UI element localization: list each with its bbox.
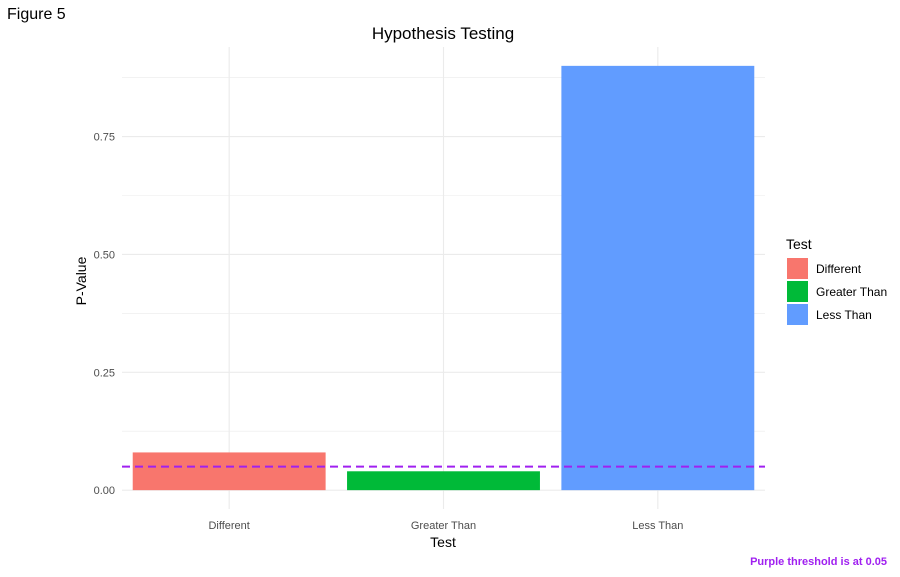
bars (132, 65, 755, 491)
legend-label: Different (816, 262, 862, 276)
x-tick-labels: Different Greater Than Less Than (208, 520, 683, 532)
y-tick-label: 0.00 (94, 485, 115, 497)
legend-key (787, 281, 808, 302)
bar-less-than (561, 65, 755, 491)
legend-label: Less Than (816, 308, 872, 322)
figure-label: Figure 5 (7, 6, 66, 23)
legend-title: Test (786, 236, 812, 252)
threshold-caption: Purple threshold is at 0.05 (750, 556, 887, 568)
x-tick-label: Different (208, 520, 249, 532)
y-tick-labels: 0.00 0.25 0.50 0.75 (94, 132, 115, 498)
legend-label: Greater Than (816, 285, 887, 299)
bar-different (132, 452, 326, 491)
bar-greater-than (347, 471, 540, 491)
chart-title: Hypothesis Testing (372, 24, 514, 43)
x-tick-label: Greater Than (411, 520, 476, 532)
x-tick-label: Less Than (632, 520, 683, 532)
legend-key (787, 304, 808, 325)
y-axis-title: P-Value (73, 256, 89, 305)
legend-key (787, 258, 808, 279)
x-axis-title: Test (430, 534, 456, 550)
y-tick-label: 0.25 (94, 367, 115, 379)
y-tick-label: 0.75 (94, 132, 115, 144)
legend: Test Different Greater Than Less Than (786, 236, 887, 325)
y-tick-label: 0.50 (94, 249, 115, 261)
